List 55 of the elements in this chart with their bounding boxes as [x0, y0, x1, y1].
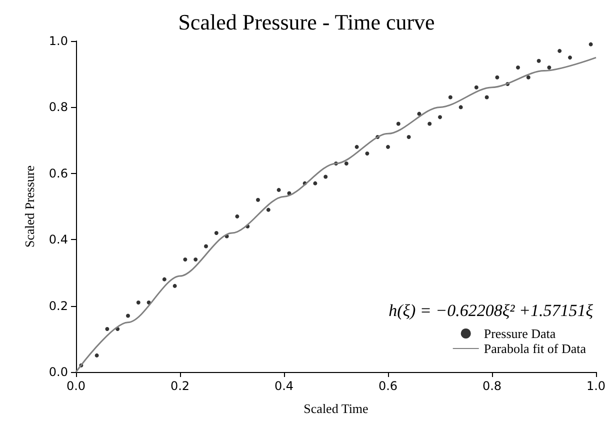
point	[162, 277, 166, 282]
chart-title: Scaled Pressure - Time curve	[178, 10, 435, 34]
point	[94, 353, 99, 358]
point	[214, 230, 218, 235]
point	[183, 257, 188, 262]
point	[448, 95, 452, 100]
point	[495, 75, 500, 80]
y-tick-label: 0.6	[48, 166, 68, 180]
point	[324, 174, 328, 179]
y-tick-label: 0.4	[48, 232, 68, 247]
x-tick-label: 0.0	[66, 379, 86, 393]
point	[474, 85, 478, 90]
annotation: h(ξ) = −0.62208ξ² +1.57151ξ	[388, 301, 594, 320]
x-axis-title: Scaled Time	[304, 401, 369, 416]
y-tick-label: 0.0	[48, 365, 68, 379]
point	[204, 244, 208, 248]
point	[194, 257, 198, 262]
y-tick-label: 1.0	[48, 34, 68, 48]
y-axis-title: Scaled Pressure	[22, 165, 37, 248]
x-tick-label: 1.0	[586, 379, 606, 393]
point	[172, 284, 177, 288]
x-tick-label: 0.2	[170, 379, 190, 393]
point	[417, 112, 422, 116]
point	[235, 214, 240, 218]
x-tick-label: 0.4	[274, 379, 294, 393]
legend-label: Parabola fit of Data	[484, 341, 586, 356]
point	[256, 198, 260, 202]
point	[276, 188, 281, 192]
point	[126, 314, 130, 318]
point	[484, 95, 489, 100]
point	[558, 48, 562, 53]
point	[313, 181, 318, 186]
point	[428, 122, 432, 126]
x-tick-label: 0.8	[482, 379, 502, 393]
point	[536, 58, 541, 63]
point	[105, 326, 110, 331]
y-tick-label: 0.8	[48, 100, 68, 114]
point	[354, 144, 359, 149]
point	[568, 56, 572, 60]
point	[588, 42, 593, 46]
point	[547, 65, 552, 70]
y-tick-label: 0.2	[48, 298, 68, 313]
point	[516, 65, 520, 70]
point	[266, 208, 270, 212]
point	[396, 122, 400, 126]
x-tick-label: 0.6	[378, 379, 398, 393]
point	[386, 144, 390, 149]
point	[526, 75, 530, 80]
point	[344, 161, 348, 166]
point	[365, 152, 370, 156]
legend-label: Pressure Data	[484, 326, 556, 341]
point	[136, 300, 140, 304]
point	[438, 115, 442, 120]
point	[458, 105, 463, 110]
point	[406, 134, 411, 139]
